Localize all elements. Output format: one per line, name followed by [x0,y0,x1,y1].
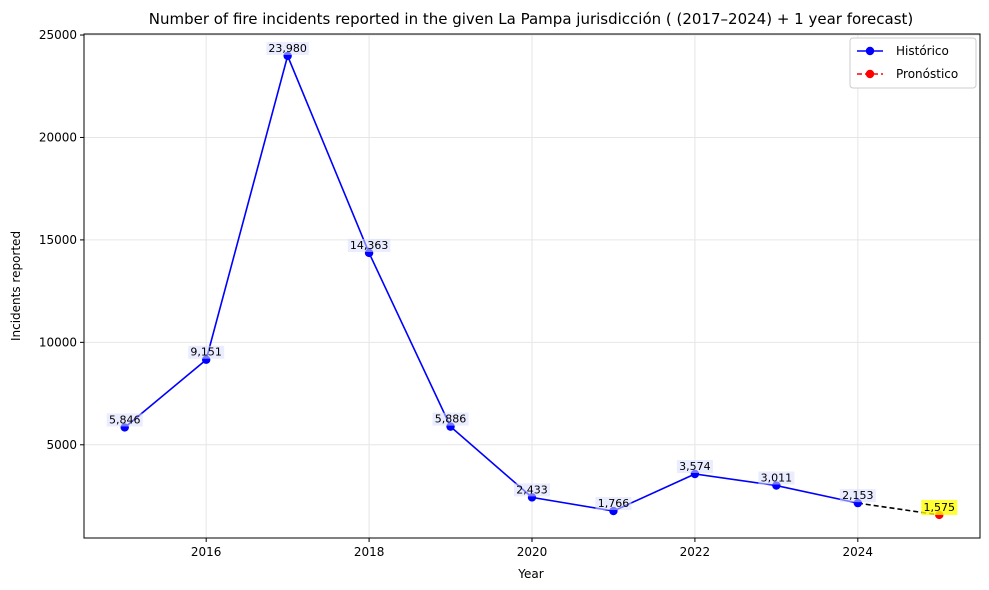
y-axis-label: Incidents reported [9,231,23,341]
data-labels: 5,846 9,151 23,980 14,363 5,886 2,433 1,766 3,5… [106,41,958,515]
y-tick-label: 20000 [39,130,77,144]
data-label-historico: 3,574 [679,460,711,473]
data-label-bg [347,238,391,252]
axis-ticks: 2016 2018 2020 2022 2024 5000 10000 15000 20000 2… [39,28,873,559]
data-label-bg [758,471,795,485]
chart-title: Number of fire incidents reported in the… [149,10,914,28]
data-label-historico: 5,886 [435,413,467,426]
x-tick-label: 2018 [354,545,385,559]
data-label-historico: 9,151 [190,346,222,359]
legend-historico-marker [865,46,875,56]
legend-pronostico-label: Pronóstico [896,67,958,81]
data-label-historico: 1,766 [598,497,630,510]
data-label-historico: 23,980 [268,42,307,55]
x-tick-label: 2024 [843,545,874,559]
data-label-bg [595,497,632,511]
data-label-bg [266,41,309,55]
x-tick-label: 2020 [517,545,548,559]
data-label-historico: 5,846 [109,413,141,426]
y-tick-label: 25000 [39,28,77,42]
data-label-pronostico: 1,575 [924,501,956,514]
x-tick-label: 2022 [680,545,711,559]
data-label-historico: 3,011 [761,472,793,485]
legend: Histórico Pronóstico [849,37,977,89]
x-axis-label: Year [517,567,543,581]
y-tick-label: 15000 [39,233,77,247]
y-tick-label: 10000 [39,335,77,349]
series-line-historico [124,53,858,512]
data-label-bg [106,413,143,427]
legend-historico-label: Histórico [896,44,949,58]
grid-lines [84,34,980,538]
legend-pronostico-marker [865,69,875,79]
data-label-historico: 2,153 [842,489,874,502]
data-label-bg [676,459,713,473]
data-label-bg [514,483,550,497]
data-label-historico: 2,433 [516,483,548,496]
data-label-bg [432,412,469,426]
y-tick-label: 5000 [46,438,77,452]
forecast-label-highlight [921,499,958,515]
x-tick-label: 2016 [191,545,222,559]
data-label-historico: 14,363 [350,239,389,252]
data-label-bg [188,345,225,359]
data-label-bg [839,489,876,503]
